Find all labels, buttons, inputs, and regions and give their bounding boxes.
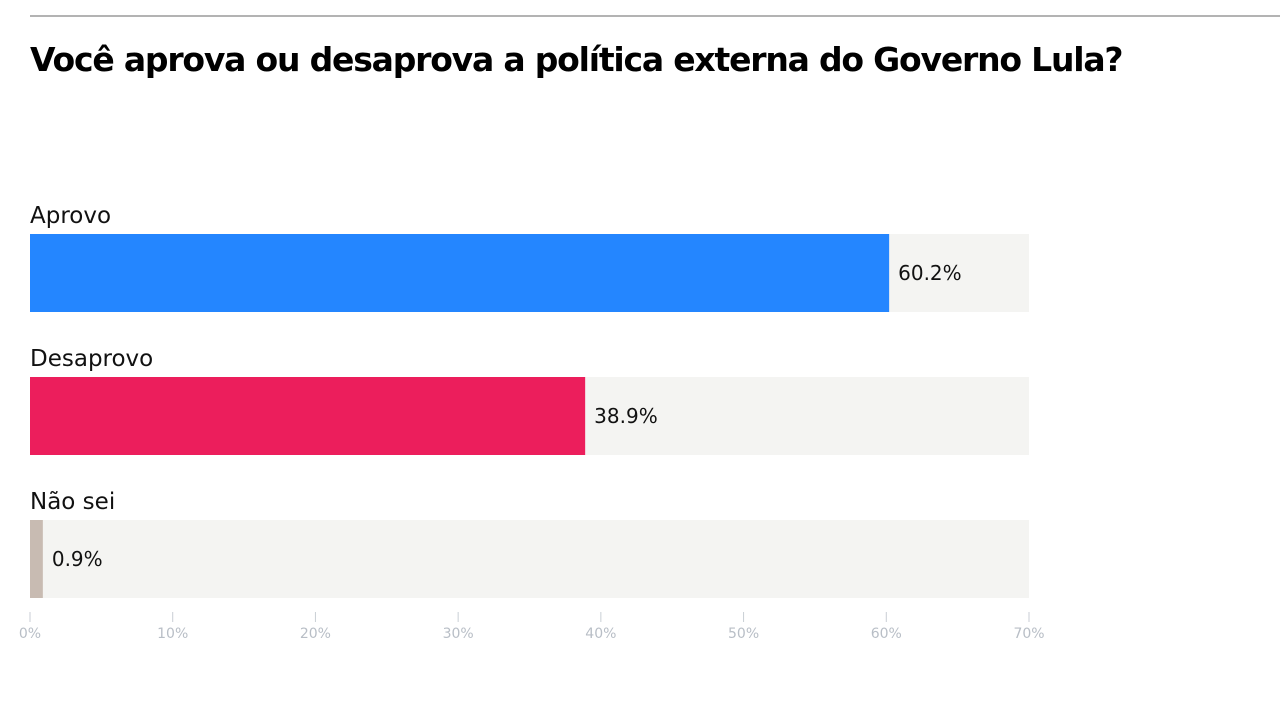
x-tick-label: 10%	[157, 626, 188, 642]
value-labels: 60.2% 38.9% 0.9%	[52, 261, 962, 571]
category-labels: Aprovo Desaprovo Não sei	[30, 203, 153, 515]
value-label-nao-sei: 0.9%	[52, 547, 103, 571]
category-label-nao-sei: Não sei	[30, 489, 115, 515]
top-divider	[30, 15, 1280, 17]
x-tick-label: 60%	[871, 626, 902, 642]
x-tick-label: 70%	[1013, 626, 1044, 642]
bar-aprovo	[30, 234, 890, 312]
x-tick-label: 0%	[19, 626, 41, 642]
bars	[30, 234, 890, 598]
x-tick-label: 40%	[585, 626, 616, 642]
category-label-aprovo: Aprovo	[30, 203, 111, 229]
x-tick-label: 50%	[728, 626, 759, 642]
value-label-desaprovo: 38.9%	[594, 404, 658, 428]
category-label-desaprovo: Desaprovo	[30, 346, 153, 372]
bar-desaprovo	[30, 377, 586, 455]
bar-nao-sei	[30, 520, 43, 598]
x-tick-label: 20%	[300, 626, 331, 642]
value-label-aprovo: 60.2%	[898, 261, 962, 285]
x-axis: 0% 10% 20% 30% 40% 50% 60% 70%	[19, 612, 1045, 642]
x-tick-label: 30%	[443, 626, 474, 642]
bar-track-nao-sei	[30, 520, 1029, 598]
chart-title: Você aprova ou desaprova a política exte…	[30, 40, 1124, 79]
